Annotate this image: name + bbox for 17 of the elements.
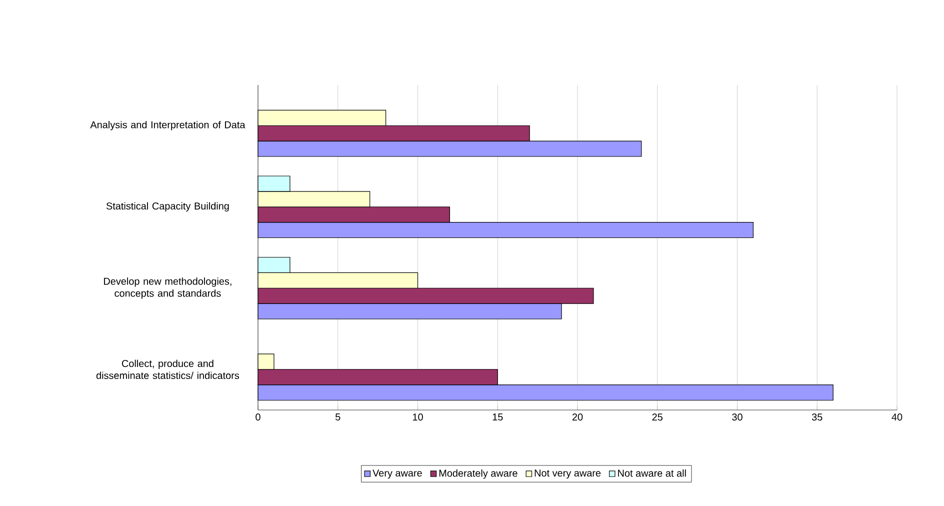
legend-label: Not very aware <box>534 470 601 479</box>
legend-label: Very aware <box>372 470 422 479</box>
legend-label: Not aware at all <box>618 469 686 477</box>
y-tick-label: Develop new methodologies, concepts and standards <box>104 278 232 299</box>
x-tick-label: 5 <box>336 414 340 420</box>
x-tick-label: 25 <box>652 414 663 421</box>
y-tick-label: Analysis and Interpretation of Data <box>90 120 246 130</box>
x-tick-label: 40 <box>892 414 902 421</box>
x-tick-label: 35 <box>812 414 822 421</box>
x-tick-label: 15 <box>492 414 503 420</box>
y-tick-label: Statistical Capacity Building <box>106 202 229 212</box>
y-tick-label: Collect, produce and disseminate statistics/ indicators <box>96 360 240 380</box>
legend-label: Moderately aware <box>439 469 518 479</box>
x-tick-label: 30 <box>732 414 742 421</box>
x-tick-label: 0 <box>256 414 260 421</box>
x-tick-label: 10 <box>412 414 423 421</box>
x-tick-label: 20 <box>572 414 583 421</box>
